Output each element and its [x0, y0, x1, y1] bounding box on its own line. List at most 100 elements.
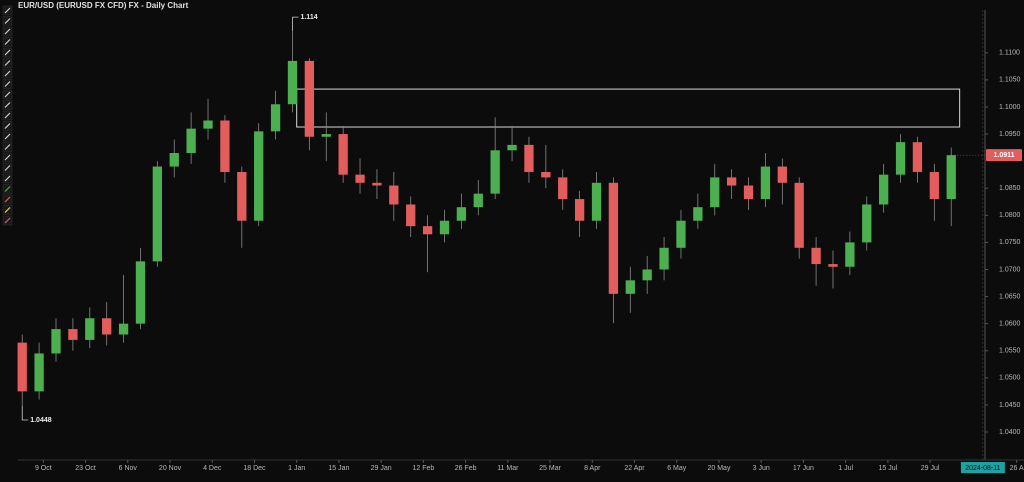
x-tick-label: 3 Jun [753, 465, 770, 472]
tool-icon [4, 165, 11, 171]
candle-body [490, 150, 500, 194]
y-tick-label: 1.1050 [999, 77, 1021, 84]
x-tick-label: 18 Dec [243, 465, 266, 472]
candle-body [710, 177, 720, 208]
y-tick-label: 1.0850 [999, 185, 1021, 192]
x-tick-label: 4 Dec [203, 465, 222, 472]
x-tick-label: 8 Apr [584, 465, 601, 472]
zone-rectangle [296, 88, 961, 128]
candle-body [17, 342, 27, 392]
candle-body [34, 353, 44, 392]
candle-body [304, 60, 315, 137]
x-tick-label: 29 Jan [371, 465, 392, 472]
x-tick-label: 12 Feb [412, 465, 434, 472]
candle-body [912, 142, 923, 172]
candle-body [524, 144, 534, 172]
crosshair-label: 2024-08-11 [965, 465, 1000, 472]
x-tick-label: 9 Oct [35, 465, 52, 472]
candle-body [946, 155, 956, 200]
x-tick-label: 20 Nov [159, 465, 182, 472]
marker-leader [21, 405, 29, 421]
tool-icon [4, 70, 11, 77]
crosshair-box [960, 462, 1005, 473]
tool-icon [4, 28, 11, 35]
tool-icon [4, 133, 11, 140]
candle-body [574, 199, 585, 221]
last-price-box [986, 149, 1022, 162]
y-tick-label: 1.0650 [999, 293, 1021, 300]
marker-label: 1.0448 [30, 417, 52, 424]
x-tick-label: 26 A [1010, 465, 1024, 472]
candle-body [879, 174, 889, 205]
candle-body [102, 318, 112, 335]
tool-icon [4, 102, 11, 108]
candle-body [642, 269, 652, 281]
x-tick-label: 15 Jul [879, 465, 898, 472]
marker-label: 1.114 [300, 14, 317, 21]
y-tick-label: 1.0600 [999, 320, 1021, 327]
last-price-label: 1.0911 [993, 152, 1014, 159]
chart-title: EUR/USD (EURUSD FX CFD) FX - Daily Chart [18, 1, 189, 10]
tool-icon [4, 81, 11, 87]
candle-body [372, 182, 382, 186]
candle-body [743, 185, 754, 200]
candle-body [254, 131, 264, 221]
candle-body [51, 329, 61, 354]
x-tick-label: 26 Feb [455, 465, 477, 472]
candle-body [591, 182, 602, 221]
candle-body [929, 171, 939, 200]
x-tick-label: 29 Jul [921, 465, 940, 472]
x-tick-label: 22 Apr [624, 465, 645, 472]
candle-body [473, 193, 483, 208]
candle-body [85, 318, 95, 340]
candle-body [811, 247, 821, 265]
candle-body [422, 226, 433, 235]
y-tick-label: 1.0800 [999, 212, 1021, 219]
candle-body [135, 261, 146, 324]
candle-body [237, 171, 247, 221]
candle-body [895, 142, 906, 175]
x-tick-label: 25 Mar [539, 465, 561, 472]
candle-body [862, 204, 872, 243]
x-tick-label: 23 Oct [75, 465, 96, 472]
y-tick-label: 1.0550 [999, 348, 1021, 355]
tool-icon [4, 123, 11, 129]
candle-body [439, 220, 450, 235]
candle-body [777, 166, 787, 183]
candle-body [287, 60, 298, 105]
x-tick-label: 20 May [707, 465, 730, 472]
candle-body [760, 166, 771, 200]
candle-body [68, 329, 78, 340]
candle-body [558, 177, 568, 200]
candle-body [270, 104, 281, 132]
candle-body [118, 323, 129, 335]
y-tick-label: 1.0950 [999, 131, 1021, 138]
tool-icon [4, 39, 11, 45]
candle-body [203, 120, 213, 129]
x-tick-label: 6 May [667, 465, 687, 472]
candle-body [659, 247, 669, 270]
candle-body [456, 207, 467, 221]
y-tick-label: 1.0500 [999, 375, 1021, 382]
tool-icon [4, 112, 11, 119]
candle-body [406, 204, 416, 227]
y-tick-label: 1.1100 [999, 50, 1020, 57]
marker-leader [292, 16, 299, 32]
tool-icon [4, 7, 11, 14]
candle-body [389, 185, 399, 205]
candle-body [169, 153, 179, 167]
y-tick-label: 1.0400 [999, 429, 1021, 436]
toolbar [2, 5, 13, 226]
candle-body [507, 144, 517, 151]
candle-body [608, 182, 619, 294]
candle-body [828, 264, 838, 267]
candle-body [625, 280, 635, 294]
candle-body [541, 171, 551, 178]
candle-body [726, 177, 737, 186]
y-tick-label: 1.0750 [999, 239, 1021, 246]
tool-icon [4, 207, 11, 213]
tool-icon [4, 154, 11, 161]
tool-icon [4, 49, 11, 56]
candle-body [338, 134, 348, 175]
